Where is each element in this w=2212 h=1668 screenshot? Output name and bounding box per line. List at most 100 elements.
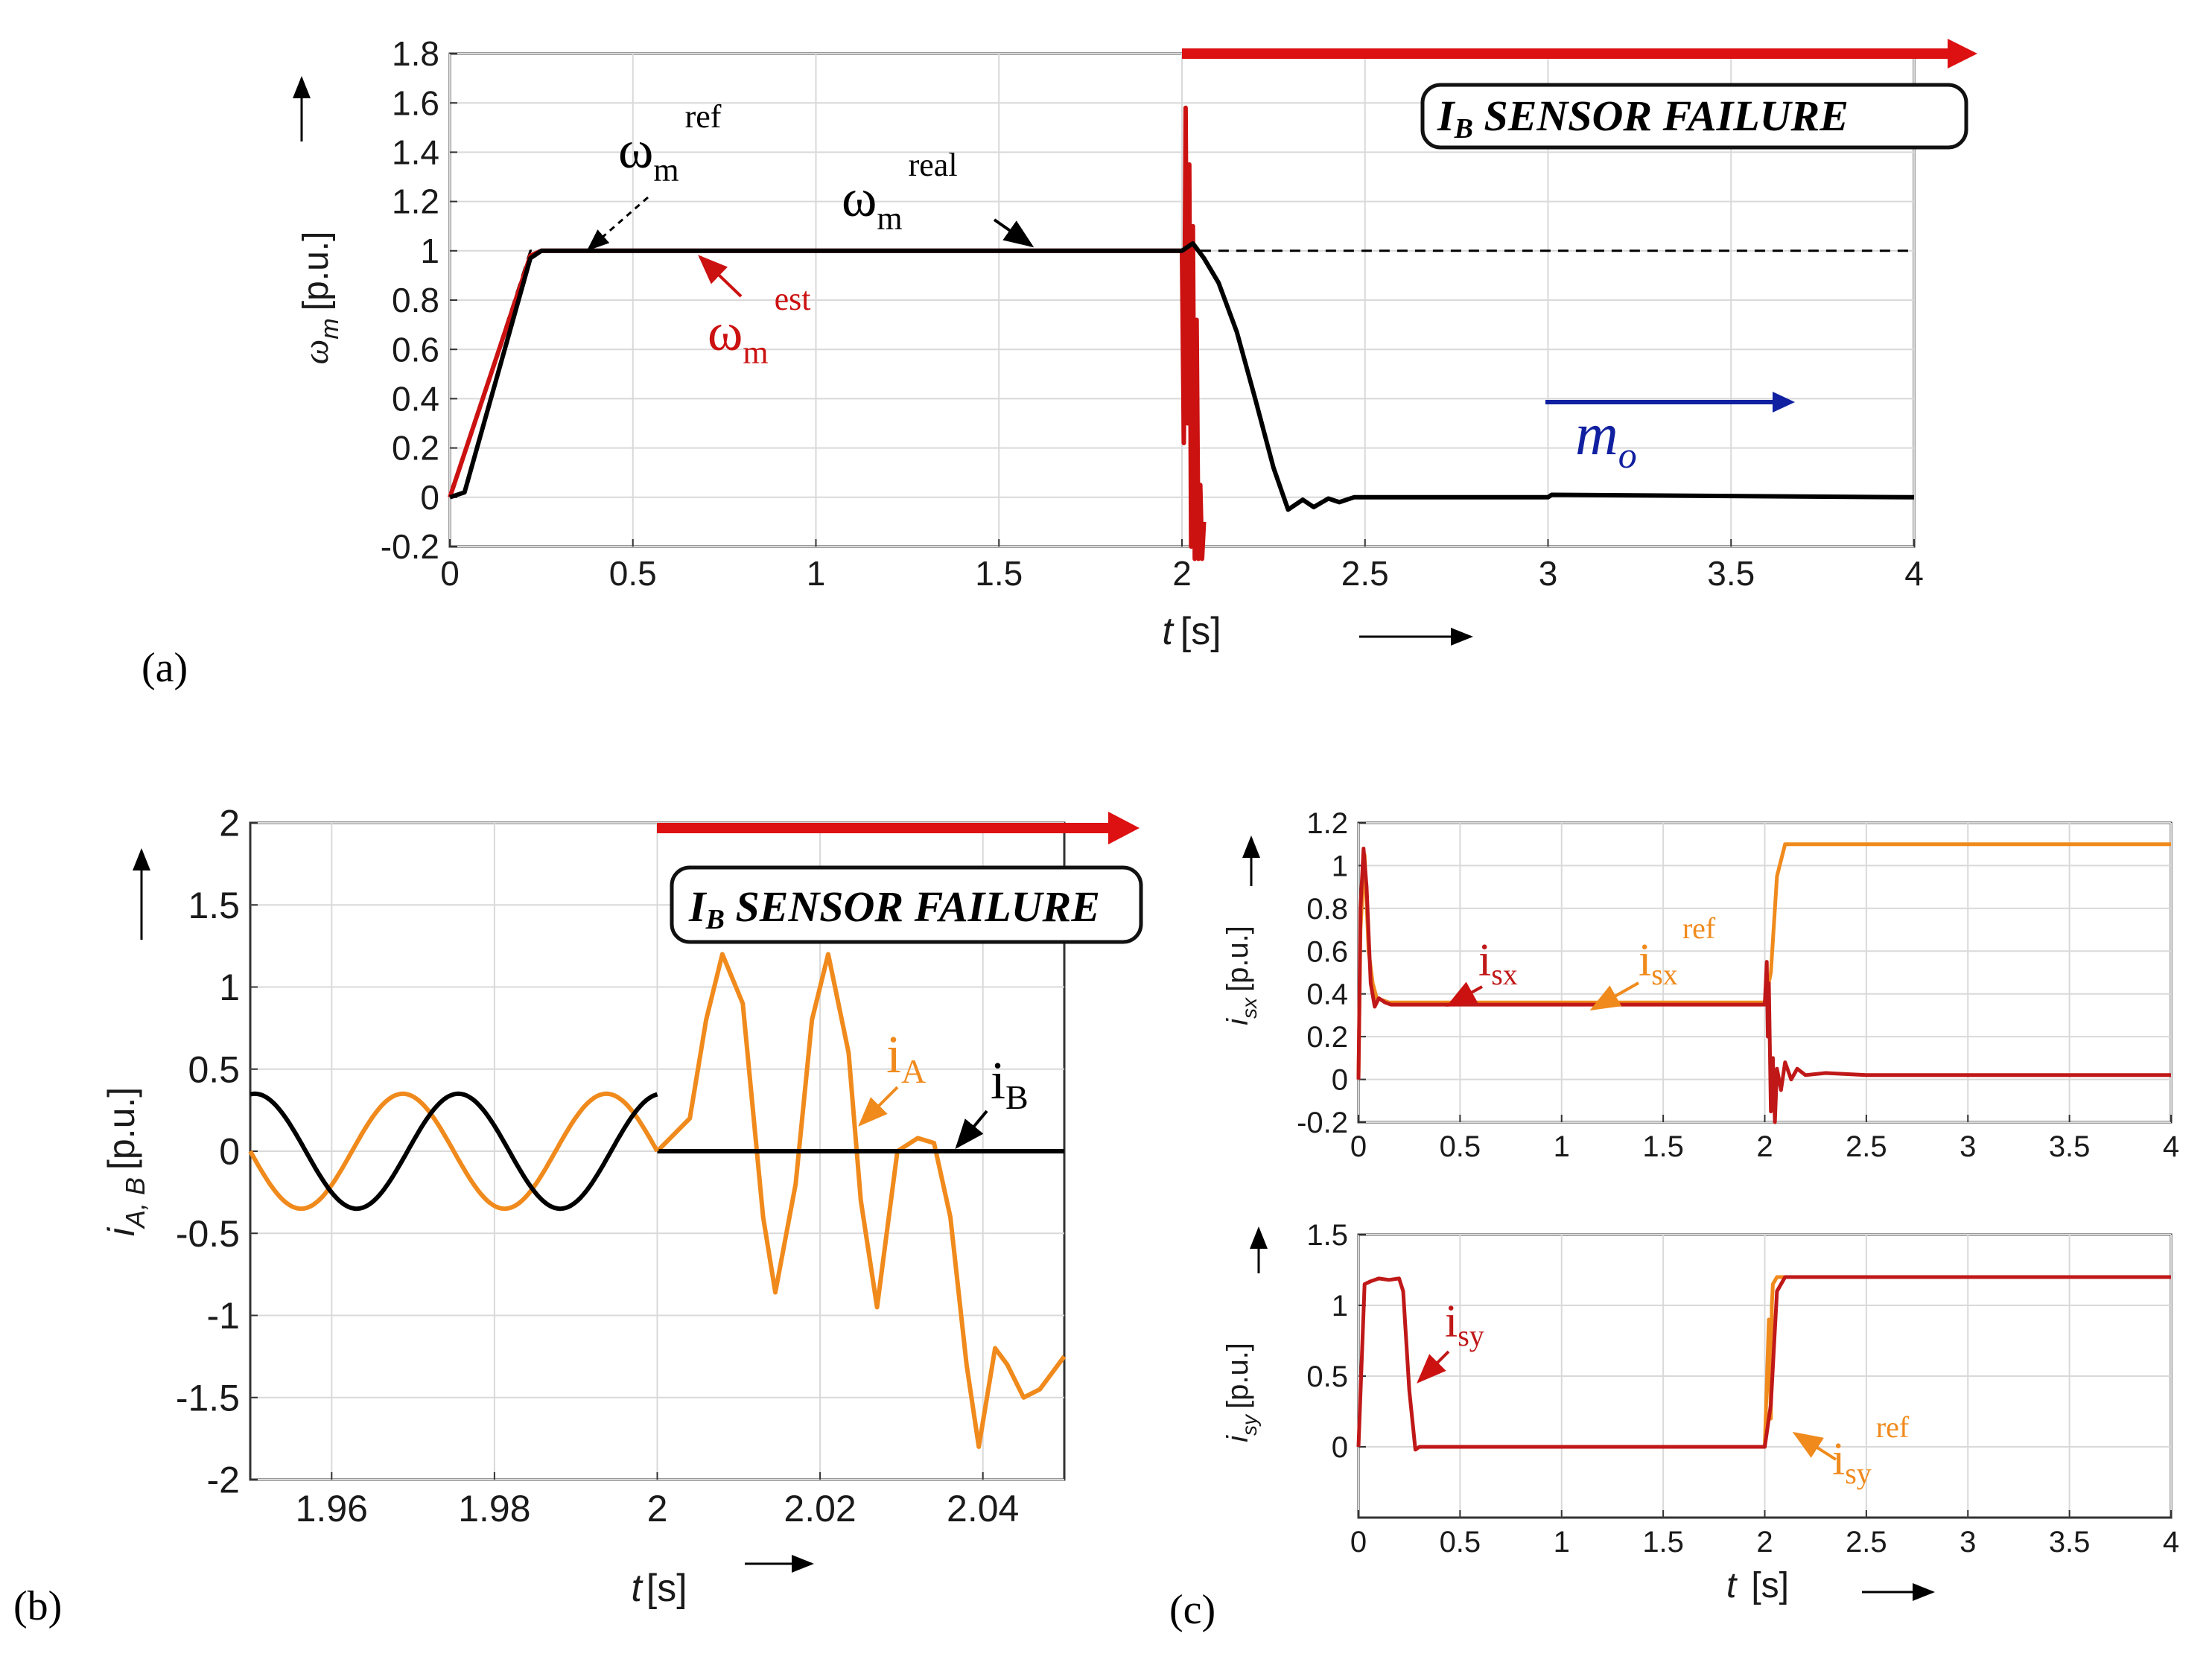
xtick-label-a-4: 2 (1172, 554, 1192, 593)
xtick-label-a-5: 2.5 (1341, 554, 1389, 593)
ytick-label-c2-0: 0 (1332, 1431, 1348, 1464)
annot-isyref-arrow (1792, 1431, 1837, 1461)
series-c2 (1356, 1275, 2171, 1452)
annot-wreal-arrow (993, 218, 1035, 248)
series-c2-0 (1763, 1275, 2171, 1448)
xlabel-c2: t [s] (1726, 1566, 1789, 1605)
annot-west-arrow (698, 255, 743, 298)
annot-wref-arrow (586, 196, 649, 251)
series-a-1 (449, 241, 1915, 512)
ytick-label-c1-5: 0.8 (1306, 893, 1348, 926)
ticks-a: 0 0.5 1 1.5 2 2.5 3 3.5 4-0.200.20.40.60.811.21.… (381, 34, 1924, 593)
xtick-label-c2-5: 2.5 (1846, 1526, 1887, 1559)
annot-mo: mo (1575, 402, 1637, 476)
ylabel-b: iA, B[p.u.] (101, 1087, 150, 1236)
annot-west: ωmest (708, 281, 811, 371)
xtick-label-c1-1: 0.5 (1440, 1130, 1481, 1163)
ylabel-c1: isx[p.u.] (1221, 926, 1261, 1025)
xlabel-b: t [s] (631, 1567, 687, 1610)
xtick-label-c2-2: 1 (1554, 1526, 1570, 1559)
xtick-label-a-6: 3 (1539, 554, 1558, 593)
ticks-c1: 0 0.5 1 1.5 2 2.5 3 3.5 4-0.200.20.40.60.811.2 (1297, 807, 2179, 1163)
ytick-label-a-0: -0.2 (381, 527, 439, 566)
annot-iA: iA (886, 1025, 926, 1090)
annot-iA-arrow (858, 1086, 899, 1127)
annot-isxref-arrow (1589, 981, 1639, 1010)
ytick-label-c1-3: 0.4 (1306, 978, 1348, 1011)
ytick-label-b-7: 1.5 (188, 885, 240, 926)
annot-isy: isy (1445, 1296, 1484, 1352)
xtick-label-b-2: 2 (647, 1488, 668, 1529)
ytick-label-c1-2: 0.2 (1306, 1021, 1348, 1054)
mo-arrowhead (1773, 392, 1795, 413)
ytick-label-c1-7: 1.2 (1306, 807, 1348, 840)
series-c1 (1356, 842, 2171, 1124)
panel-label-b: (b) (13, 1583, 62, 1629)
series-c1-1 (1356, 847, 2171, 1124)
panel-b: 1.96 1.98 2 2.02 2.04 -2 -1.5 -1 -0.5 0 0.5 1 1.5 2 I… (13, 803, 1143, 1629)
xtick-label-c2-6: 3 (1960, 1526, 1976, 1559)
series-b-iA-pre (248, 1091, 660, 1212)
failure-label-b: IB SENSOR FAILURE (688, 882, 1100, 935)
ytick-label-c1-1: 0 (1332, 1064, 1348, 1097)
failure-arrowhead-b (1108, 812, 1140, 844)
xtick-label-c2-3: 1.5 (1642, 1526, 1684, 1559)
ytick-label-b-4: 0 (219, 1131, 240, 1173)
annot-wref: ωmref (618, 98, 722, 188)
panel-c1: 0 0.5 1 1.5 2 2.5 3 3.5 4-0.200.20.40.60.811.2 i… (1221, 807, 2179, 1163)
xtick-label-c2-4: 2 (1756, 1526, 1773, 1559)
xtick-label-b-0: 1.96 (296, 1488, 368, 1529)
series-b-0 (655, 952, 1067, 1449)
xtick-label-c1-8: 4 (2163, 1130, 2179, 1163)
ytick-label-b-6: 1 (219, 967, 240, 1008)
failure-label-a: IB SENSOR FAILURE (1437, 92, 1849, 144)
ytick-label-b-2: -1 (207, 1295, 240, 1337)
xtick-label-a-0: 0 (440, 554, 460, 593)
ytick-label-a-4: 0.6 (392, 330, 439, 369)
annot-wreal: ωmreal (842, 147, 958, 237)
ytick-label-a-10: 1.8 (392, 34, 439, 73)
annot-isxref: isxref (1639, 911, 1716, 991)
xtick-label-a-1: 0.5 (609, 554, 657, 593)
xtick-label-a-8: 4 (1904, 554, 1924, 593)
series-a (448, 105, 1915, 561)
annot-isyref: isyref (1832, 1410, 1910, 1490)
xlabel-a: t [s] (1162, 610, 1221, 653)
ytick-label-c1-6: 1 (1332, 850, 1348, 882)
xtick-label-a-7: 3.5 (1707, 554, 1755, 593)
xtick-label-c1-3: 1.5 (1642, 1130, 1684, 1163)
panel-c2: 0 0.5 1 1.5 2 2.5 3 3.5 4 0 0.5 1 1.5 isy[p.u.] t [s]… (1169, 1219, 2179, 1633)
ytick-label-a-7: 1.2 (392, 182, 439, 221)
xtick-label-b-1: 1.98 (458, 1488, 530, 1529)
ticks-c2: 0 0.5 1 1.5 2 2.5 3 3.5 4 0 0.5 1 1.5 (1306, 1219, 2179, 1559)
series-b (248, 952, 1067, 1449)
xtick-label-b-3: 2.02 (784, 1488, 856, 1529)
ytick-label-a-3: 0.4 (392, 380, 439, 418)
ytick-label-c2-2: 1 (1332, 1290, 1348, 1322)
xtick-label-c2-7: 3.5 (2049, 1526, 2091, 1559)
ytick-label-b-1: -1.5 (176, 1377, 240, 1419)
annot-iB-arrow (955, 1110, 988, 1150)
ytick-label-c2-1: 0.5 (1306, 1360, 1348, 1393)
xtick-label-c1-2: 1 (1554, 1130, 1570, 1163)
panel-label-a: (a) (142, 645, 188, 691)
failure-box-b (670, 865, 1143, 944)
xtick-label-c1-0: 0 (1350, 1130, 1367, 1163)
annot-isy-arrow (1417, 1350, 1450, 1384)
ytick-label-a-6: 1 (420, 232, 439, 270)
ticks-b: 1.96 1.98 2 2.02 2.04 -2 -1.5 -1 -0.5 0 0.5 1 1.5 2 (176, 803, 1020, 1530)
ytick-label-c2-3: 1.5 (1306, 1219, 1348, 1252)
ylabel-a: ωm[p.u.] (296, 232, 344, 365)
ylabel-c2: isy[p.u.] (1221, 1343, 1261, 1442)
ytick-label-a-1: 0 (420, 478, 439, 517)
ytick-label-b-3: -0.5 (176, 1213, 240, 1255)
xtick-label-c2-1: 0.5 (1440, 1526, 1481, 1559)
xtick-label-c1-7: 3.5 (2049, 1130, 2091, 1163)
annot-isx-arrow (1446, 981, 1483, 1007)
annot-isx: isx (1478, 935, 1518, 991)
xtick-label-b-4: 2.04 (947, 1488, 1019, 1529)
xtick-label-a-3: 1.5 (975, 554, 1023, 593)
panel-label-c: (c) (1169, 1587, 1215, 1633)
xtick-label-c1-4: 2 (1756, 1130, 1773, 1163)
